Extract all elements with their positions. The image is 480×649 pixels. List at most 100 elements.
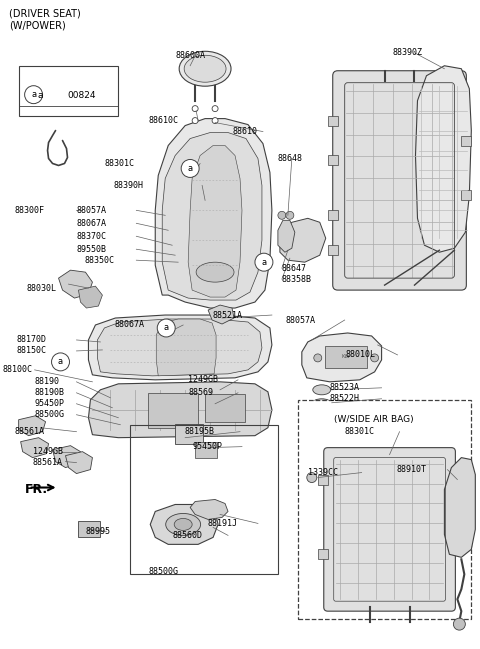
Text: 88610C: 88610C [148, 116, 178, 125]
Text: 88010L: 88010L [346, 350, 376, 360]
Bar [318, 549, 328, 559]
Polygon shape [59, 270, 93, 298]
Text: 88561A: 88561A [15, 427, 45, 436]
Text: 88561A: 88561A [33, 458, 62, 467]
Ellipse shape [313, 385, 331, 395]
Text: a: a [262, 258, 266, 267]
Text: 88057A: 88057A [286, 315, 316, 324]
Text: 88350C: 88350C [84, 256, 114, 265]
Text: 88647: 88647 [282, 263, 307, 273]
Circle shape [278, 212, 286, 219]
Text: FR.: FR. [24, 483, 48, 496]
Text: 88500G: 88500G [148, 567, 178, 576]
Text: 88910T: 88910T [396, 465, 427, 474]
Circle shape [157, 319, 175, 337]
Bar [298, 400, 471, 619]
Polygon shape [188, 145, 242, 297]
Circle shape [192, 106, 198, 112]
Circle shape [371, 354, 379, 362]
Text: (W/SIDE AIR BAG): (W/SIDE AIR BAG) [334, 415, 413, 424]
Text: 88648: 88648 [278, 154, 303, 163]
FancyBboxPatch shape [333, 71, 467, 290]
Circle shape [24, 86, 43, 104]
Text: 88301C: 88301C [104, 159, 134, 168]
Text: a: a [38, 91, 43, 100]
Polygon shape [78, 286, 102, 308]
Polygon shape [88, 382, 272, 437]
Text: a: a [58, 358, 63, 367]
Circle shape [286, 212, 294, 219]
Text: 88170D: 88170D [17, 336, 47, 345]
Text: 88569: 88569 [188, 388, 213, 397]
Text: (W/POWER): (W/POWER) [9, 21, 65, 31]
Text: 1249GB: 1249GB [33, 447, 62, 456]
Bar [328, 245, 338, 255]
Polygon shape [97, 319, 262, 376]
Text: 88560D: 88560D [172, 531, 202, 540]
Text: 88057A: 88057A [76, 206, 107, 215]
Text: 88067A: 88067A [114, 321, 144, 330]
Circle shape [51, 353, 70, 371]
Text: 88522H: 88522H [330, 395, 360, 403]
Circle shape [454, 618, 465, 630]
Text: 88195B: 88195B [184, 427, 214, 436]
FancyBboxPatch shape [324, 448, 456, 611]
Ellipse shape [174, 519, 192, 530]
Bar [78, 521, 100, 537]
Bar [325, 346, 367, 368]
Polygon shape [162, 132, 262, 300]
Text: a: a [164, 323, 169, 332]
Text: 88100C: 88100C [3, 365, 33, 374]
Bar [148, 393, 198, 428]
Polygon shape [416, 66, 471, 252]
Text: 88610: 88610 [232, 127, 257, 136]
Circle shape [192, 117, 198, 123]
Ellipse shape [196, 262, 234, 282]
Text: 88030L: 88030L [26, 284, 57, 293]
Polygon shape [208, 305, 234, 324]
Text: a: a [31, 90, 36, 99]
Polygon shape [302, 333, 382, 382]
Text: 88390Z: 88390Z [393, 48, 422, 57]
Text: 00824: 00824 [68, 91, 96, 100]
Bar [195, 442, 217, 458]
Circle shape [307, 472, 317, 483]
Polygon shape [52, 446, 81, 467]
Polygon shape [155, 119, 272, 308]
Bar [318, 474, 328, 485]
Bar [175, 424, 203, 444]
Polygon shape [21, 437, 48, 458]
Text: 88067A: 88067A [76, 219, 107, 228]
Text: 1339CC: 1339CC [308, 468, 338, 477]
Ellipse shape [166, 513, 201, 535]
Bar [328, 116, 338, 125]
Bar [328, 156, 338, 165]
Polygon shape [88, 315, 272, 380]
Text: 1249GB: 1249GB [188, 375, 218, 384]
Bar [461, 136, 471, 145]
Text: a: a [188, 164, 192, 173]
Text: 88191J: 88191J [207, 519, 237, 528]
Text: 95450P: 95450P [192, 442, 222, 451]
Circle shape [255, 253, 273, 271]
Text: 88995: 88995 [85, 527, 110, 536]
Text: 95450P: 95450P [35, 399, 65, 408]
Ellipse shape [184, 55, 226, 82]
Bar [461, 190, 471, 201]
Text: Kia: Kia [341, 354, 350, 360]
Text: 88370C: 88370C [76, 232, 107, 241]
Text: 89550B: 89550B [76, 245, 107, 254]
Text: 88358B: 88358B [282, 275, 312, 284]
Text: 88390H: 88390H [113, 181, 144, 190]
Text: 88301C: 88301C [345, 427, 375, 436]
Text: 88150C: 88150C [17, 347, 47, 356]
Polygon shape [65, 452, 93, 474]
Bar [205, 394, 245, 422]
Text: 88300F: 88300F [15, 206, 45, 215]
Text: 88521A: 88521A [212, 310, 242, 319]
Polygon shape [444, 458, 475, 557]
Polygon shape [156, 319, 216, 376]
Text: 88600A: 88600A [175, 51, 205, 60]
Text: 88500G: 88500G [35, 410, 65, 419]
Circle shape [212, 117, 218, 123]
